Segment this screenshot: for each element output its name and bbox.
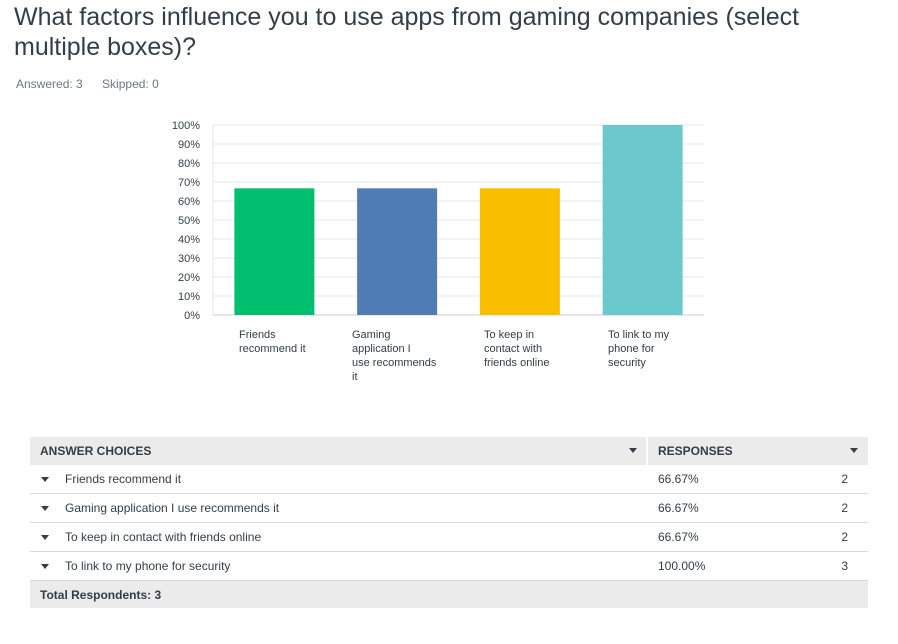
row-count: 3 bbox=[841, 559, 848, 573]
table-footer: Total Respondents: 3 bbox=[30, 581, 868, 608]
total-respondents: Total Respondents: 3 bbox=[40, 588, 162, 602]
header-answer-choices[interactable]: ANSWER CHOICES bbox=[40, 444, 152, 458]
row-count: 2 bbox=[841, 472, 848, 486]
y-tick-label: 90% bbox=[178, 139, 200, 151]
header-divider bbox=[646, 437, 648, 465]
row-percent: 66.67% bbox=[658, 530, 699, 544]
row-percent: 66.67% bbox=[658, 501, 699, 515]
responses-table: ANSWER CHOICES RESPONSES Friends recomme… bbox=[30, 437, 868, 608]
bar[interactable] bbox=[234, 188, 315, 315]
header-responses[interactable]: RESPONSES bbox=[658, 444, 733, 458]
y-axis-ticks: 0% 10% 20% 30% 40% 50% 60% 70% 80% 90% 100% bbox=[172, 120, 200, 322]
bar-chart: 0% 10% 20% 30% 40% 50% 60% 70% 80% 90% 100% bbox=[172, 120, 704, 322]
response-stats: Answered: 3 Skipped: 0 bbox=[16, 77, 175, 91]
y-tick-label: 100% bbox=[172, 120, 200, 132]
table-row: Friends recommend it 66.67% 2 bbox=[30, 465, 868, 494]
y-tick-label: 70% bbox=[178, 177, 200, 189]
row-percent: 66.67% bbox=[658, 472, 699, 486]
question-title: What factors influence you to use apps f… bbox=[14, 3, 800, 61]
y-tick-label: 20% bbox=[178, 272, 200, 284]
row-expand-icon[interactable] bbox=[41, 506, 49, 511]
row-label: Gaming application I use recommends it bbox=[65, 501, 280, 515]
row-count: 2 bbox=[841, 530, 848, 544]
y-tick-label: 60% bbox=[178, 196, 200, 208]
row-expand-icon[interactable] bbox=[41, 477, 49, 482]
y-tick-label: 10% bbox=[178, 291, 200, 303]
x-label-link-phone: To link to my phone for security bbox=[608, 329, 670, 369]
x-label-friends: Friends recommend it bbox=[239, 329, 306, 355]
chart-bars bbox=[234, 125, 683, 315]
y-tick-label: 50% bbox=[178, 215, 200, 227]
y-tick-label: 40% bbox=[178, 234, 200, 246]
answered-count: Answered: 3 bbox=[16, 77, 83, 91]
table-row: Gaming application I use recommends it 6… bbox=[30, 494, 868, 523]
y-tick-label: 80% bbox=[178, 158, 200, 170]
row-count: 2 bbox=[841, 501, 848, 515]
y-tick-label: 30% bbox=[178, 253, 200, 265]
row-label: To link to my phone for security bbox=[65, 559, 231, 573]
table-row: To link to my phone for security 100.00%… bbox=[30, 552, 868, 581]
row-expand-icon[interactable] bbox=[41, 564, 49, 569]
table-header: ANSWER CHOICES RESPONSES bbox=[30, 437, 868, 465]
y-tick-label: 0% bbox=[184, 310, 200, 322]
row-label: Friends recommend it bbox=[65, 472, 182, 486]
sort-responses-icon[interactable] bbox=[850, 448, 858, 453]
table-row: To keep in contact with friends online 6… bbox=[30, 523, 868, 552]
row-label: To keep in contact with friends online bbox=[65, 530, 262, 544]
bar[interactable] bbox=[479, 188, 560, 315]
bar[interactable] bbox=[357, 188, 438, 315]
row-percent: 100.00% bbox=[658, 559, 706, 573]
x-label-keep-contact: To keep in contact with friends online bbox=[484, 329, 550, 369]
skipped-count: Skipped: 0 bbox=[102, 77, 159, 91]
sort-choices-icon[interactable] bbox=[629, 448, 637, 453]
row-expand-icon[interactable] bbox=[41, 535, 49, 540]
bar[interactable] bbox=[602, 125, 683, 315]
